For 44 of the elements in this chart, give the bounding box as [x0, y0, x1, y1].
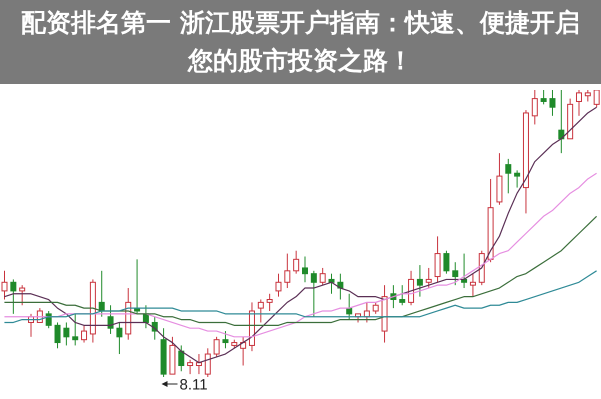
candlestick: [346, 293, 352, 320]
candlestick: [399, 284, 406, 306]
candlestick: [204, 348, 211, 377]
candlestick: [81, 324, 88, 344]
candlestick: [320, 267, 326, 286]
candlestick: [187, 359, 194, 375]
candlestick: [310, 270, 317, 318]
candlestick: [196, 354, 202, 375]
candlestick: [108, 304, 114, 334]
candlestick: [214, 336, 220, 358]
annotation: 8.11: [180, 376, 208, 394]
candlestick: [222, 330, 228, 349]
candlestick: [434, 236, 441, 283]
candlestick: [54, 322, 61, 349]
candlestick: [505, 158, 512, 194]
candlestick: [178, 344, 184, 372]
candlestick: [470, 273, 476, 298]
candlestick: [452, 262, 458, 286]
candlestick: [549, 90, 556, 116]
candlestick: [266, 293, 273, 312]
candlestick: [576, 90, 582, 116]
candlestick: [558, 90, 564, 154]
candlestick: [284, 253, 290, 289]
candlestick: [372, 302, 379, 314]
candlestick: [72, 313, 78, 346]
candlestick: [584, 90, 591, 102]
candlestick: [302, 256, 308, 283]
candlestick: [514, 170, 520, 188]
candlestick: [19, 284, 26, 306]
candlestick: [426, 267, 432, 289]
candlestick: [532, 90, 538, 125]
candlestick: [240, 336, 246, 366]
candlestick: [416, 264, 423, 298]
candlestick: [258, 299, 264, 323]
candlestick: [63, 322, 70, 346]
candlestick: [461, 253, 468, 289]
candlestick: [540, 90, 547, 105]
candlestick: [443, 250, 450, 274]
candlestick: [116, 322, 122, 355]
candlestick: [328, 273, 335, 294]
candlestick: [10, 278, 16, 314]
candlestick: [293, 250, 300, 274]
candlestick: [275, 273, 282, 298]
chart-title: 配资排名第一 浙江股票开户指南：快速、便捷开启您的股市投资之路！: [20, 7, 581, 77]
